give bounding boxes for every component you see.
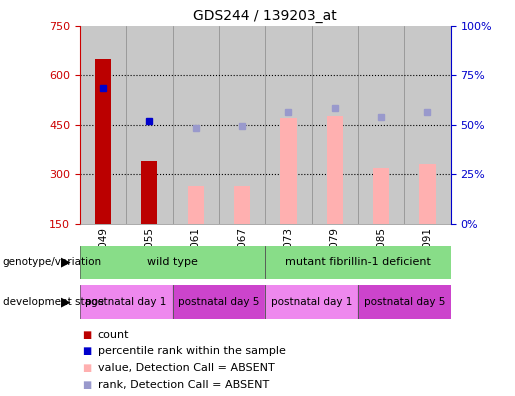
Bar xyxy=(141,161,158,224)
Text: ▶: ▶ xyxy=(61,256,71,269)
Bar xyxy=(173,26,219,224)
Bar xyxy=(358,285,451,319)
Text: value, Detection Call = ABSENT: value, Detection Call = ABSENT xyxy=(98,363,274,373)
Text: count: count xyxy=(98,329,129,340)
Text: postnatal day 1: postnatal day 1 xyxy=(85,297,167,307)
Text: postnatal day 1: postnatal day 1 xyxy=(271,297,352,307)
Bar xyxy=(80,246,265,279)
Bar xyxy=(419,164,436,224)
Text: ■: ■ xyxy=(82,379,92,390)
Text: ■: ■ xyxy=(82,363,92,373)
Text: ■: ■ xyxy=(82,329,92,340)
Bar xyxy=(95,59,111,224)
Bar xyxy=(80,26,126,224)
Bar xyxy=(234,186,250,224)
Bar xyxy=(187,186,204,224)
Bar xyxy=(373,168,389,224)
Text: ■: ■ xyxy=(82,346,92,356)
Text: postnatal day 5: postnatal day 5 xyxy=(364,297,445,307)
Text: development stage: development stage xyxy=(3,297,104,307)
Text: percentile rank within the sample: percentile rank within the sample xyxy=(98,346,286,356)
Bar xyxy=(404,26,451,224)
Bar xyxy=(80,285,173,319)
Text: genotype/variation: genotype/variation xyxy=(3,257,101,267)
Text: rank, Detection Call = ABSENT: rank, Detection Call = ABSENT xyxy=(98,379,269,390)
Text: wild type: wild type xyxy=(147,257,198,267)
Bar xyxy=(327,116,343,224)
Bar xyxy=(219,26,265,224)
Bar xyxy=(126,26,173,224)
Bar xyxy=(280,118,297,224)
Bar xyxy=(312,26,358,224)
Bar xyxy=(358,26,404,224)
Text: mutant fibrillin-1 deficient: mutant fibrillin-1 deficient xyxy=(285,257,431,267)
Bar xyxy=(173,285,265,319)
Text: postnatal day 5: postnatal day 5 xyxy=(178,297,260,307)
Bar xyxy=(265,246,451,279)
Title: GDS244 / 139203_at: GDS244 / 139203_at xyxy=(193,10,337,23)
Bar xyxy=(265,285,358,319)
Bar xyxy=(265,26,312,224)
Text: ▶: ▶ xyxy=(61,295,71,308)
